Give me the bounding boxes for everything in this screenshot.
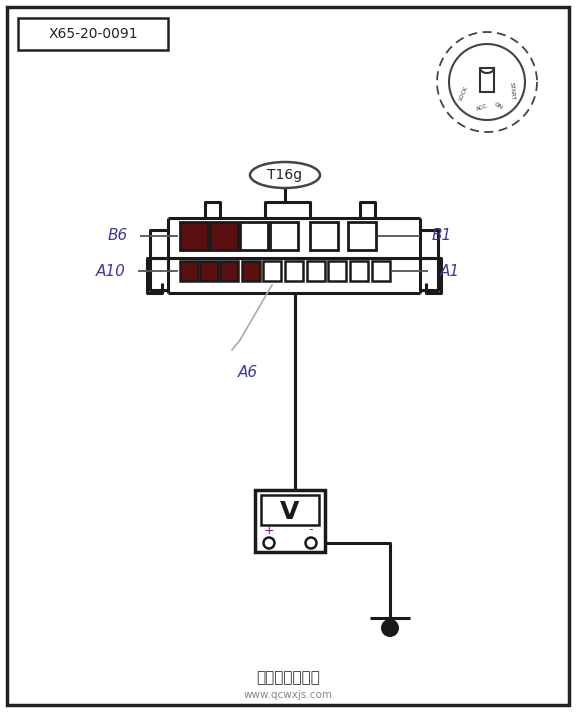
Text: ON: ON — [493, 101, 503, 110]
Ellipse shape — [250, 162, 320, 188]
Bar — [310, 222, 338, 250]
Text: X65-20-0091: X65-20-0091 — [48, 27, 138, 41]
Bar — [220, 261, 238, 281]
Bar — [180, 261, 198, 281]
Text: +: + — [264, 523, 274, 536]
Text: -: - — [309, 523, 313, 536]
Bar — [210, 222, 238, 250]
Bar — [348, 222, 376, 250]
Text: 汽车维修技术网: 汽车维修技术网 — [256, 670, 320, 685]
Bar — [18, 18, 168, 50]
Bar — [328, 261, 346, 281]
Circle shape — [381, 619, 399, 637]
Circle shape — [305, 538, 317, 548]
Text: www.qcwxjs.com: www.qcwxjs.com — [243, 690, 332, 700]
Text: B6: B6 — [108, 228, 128, 244]
Text: B1: B1 — [432, 228, 452, 244]
Bar — [240, 222, 268, 250]
Text: START: START — [508, 82, 515, 100]
Bar — [285, 261, 303, 281]
Bar — [263, 261, 281, 281]
Bar — [200, 261, 218, 281]
Text: LOCK: LOCK — [458, 85, 469, 101]
Bar — [372, 261, 390, 281]
Bar — [261, 495, 319, 525]
Bar — [242, 261, 260, 281]
Text: V: V — [280, 500, 299, 524]
Text: ACC: ACC — [476, 103, 489, 112]
Text: T16g: T16g — [267, 168, 302, 182]
Bar — [350, 261, 368, 281]
Circle shape — [264, 538, 275, 548]
Bar — [180, 222, 208, 250]
Bar — [480, 68, 494, 92]
Bar — [270, 222, 298, 250]
Bar — [307, 261, 325, 281]
Bar — [255, 490, 325, 552]
Text: A1: A1 — [440, 264, 460, 279]
Text: A10: A10 — [96, 264, 126, 279]
Text: A6: A6 — [238, 365, 258, 380]
